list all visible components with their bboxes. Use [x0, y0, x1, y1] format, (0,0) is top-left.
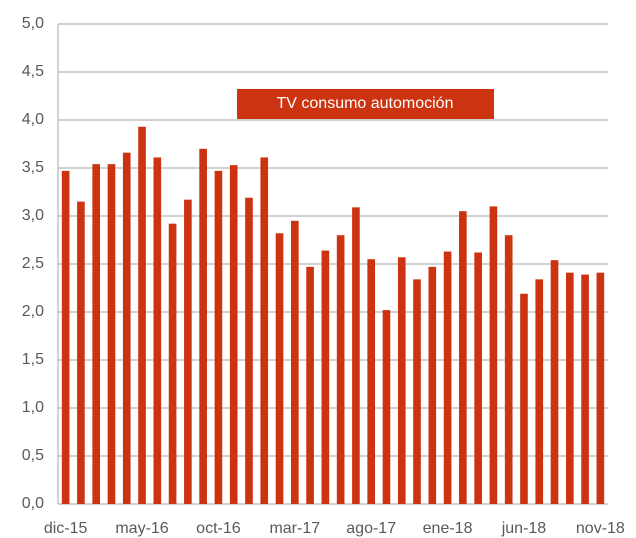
bar — [77, 201, 85, 504]
bar — [321, 250, 330, 504]
y-tick-label: 3,0 — [22, 207, 44, 224]
bar — [397, 257, 406, 504]
bar — [61, 170, 70, 504]
bar — [443, 251, 452, 504]
bar — [306, 266, 314, 504]
bar — [168, 223, 177, 504]
bar — [581, 274, 589, 504]
bar — [474, 252, 482, 504]
bar — [245, 197, 253, 504]
y-tick-label: 4,5 — [22, 63, 44, 80]
bar — [229, 165, 238, 504]
bar — [92, 164, 101, 504]
bar — [352, 207, 360, 505]
x-tick-label: oct-16 — [196, 520, 241, 537]
x-tick-label: ene-18 — [423, 520, 473, 537]
legend-box — [237, 89, 494, 119]
bar — [535, 279, 544, 504]
bar — [413, 279, 421, 504]
x-tick-label: nov-18 — [576, 520, 625, 537]
bar — [520, 293, 528, 504]
bar — [382, 310, 391, 504]
bar — [184, 199, 192, 504]
y-tick-label: 5,0 — [22, 15, 44, 32]
x-tick-label: dic-15 — [44, 520, 88, 537]
bar — [153, 157, 162, 504]
bar — [489, 206, 498, 504]
y-tick-label: 2,5 — [22, 255, 44, 272]
y-tick-label: 1,5 — [22, 351, 44, 368]
y-tick-label: 4,0 — [22, 111, 44, 128]
legend-label: TV consumo automoción — [277, 95, 454, 112]
bar — [367, 259, 376, 504]
bar — [550, 260, 559, 504]
bar — [275, 233, 284, 504]
bar — [336, 235, 345, 504]
y-tick-label: 0,0 — [22, 495, 44, 512]
x-tick-label: jun-18 — [501, 520, 547, 537]
bar — [107, 164, 116, 504]
bar — [596, 272, 605, 504]
bar — [504, 235, 513, 504]
bar — [214, 170, 223, 504]
bar — [199, 148, 207, 505]
bar — [122, 152, 131, 504]
bar — [428, 266, 437, 504]
bar — [290, 220, 299, 505]
x-tick-label: ago-17 — [346, 520, 396, 537]
y-tick-label: 2,0 — [22, 303, 44, 320]
bar — [459, 211, 467, 504]
y-tick-label: 0,5 — [22, 447, 44, 464]
x-tick-label: mar-17 — [269, 520, 320, 537]
y-tick-label: 3,5 — [22, 159, 44, 176]
bar — [565, 272, 574, 504]
bar — [138, 126, 146, 504]
y-tick-label: 1,0 — [22, 399, 44, 416]
x-tick-label: may-16 — [115, 520, 168, 537]
bar — [260, 157, 269, 504]
